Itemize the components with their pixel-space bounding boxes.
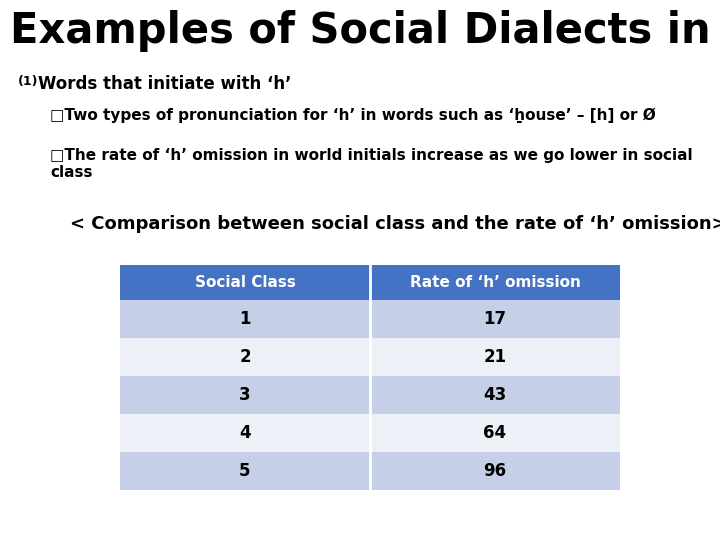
Text: □The rate of ‘h’ omission in world initials increase as we go lower in social cl: □The rate of ‘h’ omission in world initi…: [50, 148, 693, 180]
Text: 17: 17: [483, 310, 507, 328]
Text: 64: 64: [483, 424, 507, 442]
Text: 21: 21: [483, 348, 507, 366]
Text: 4: 4: [239, 424, 251, 442]
Text: Words that initiate with ‘h’: Words that initiate with ‘h’: [38, 75, 292, 93]
Bar: [120, 414, 620, 452]
Text: 2: 2: [239, 348, 251, 366]
Bar: [120, 265, 620, 300]
Text: 1: 1: [239, 310, 251, 328]
Text: Social Class: Social Class: [194, 275, 295, 290]
Text: 43: 43: [483, 386, 507, 404]
Text: Examples of Social Dialects in England: Examples of Social Dialects in England: [10, 10, 720, 52]
Bar: [120, 452, 620, 490]
Text: 3: 3: [239, 386, 251, 404]
Text: (1): (1): [18, 75, 38, 88]
Bar: [120, 376, 620, 414]
Text: 96: 96: [483, 462, 507, 480]
Bar: [120, 300, 620, 338]
Text: Rate of ‘h’ omission: Rate of ‘h’ omission: [410, 275, 580, 290]
Text: 5: 5: [239, 462, 251, 480]
Bar: [120, 338, 620, 376]
Text: < Comparison between social class and the rate of ‘h’ omission>: < Comparison between social class and th…: [70, 215, 720, 233]
Text: □Two types of pronunciation for ‘h’ in words such as ‘ẖouse’ – [h] or Ø: □Two types of pronunciation for ‘h’ in w…: [50, 108, 656, 123]
